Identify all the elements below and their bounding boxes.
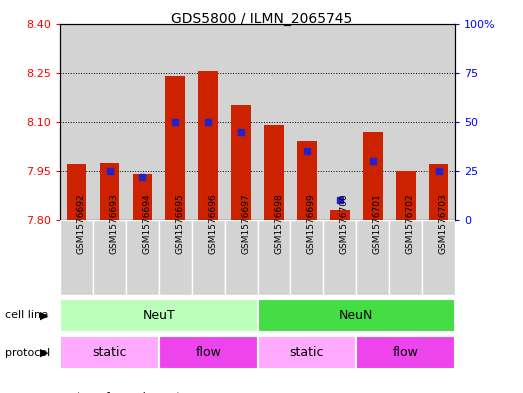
Bar [132, 174, 152, 220]
Text: ■: ■ [65, 390, 77, 393]
FancyBboxPatch shape [225, 220, 257, 295]
FancyBboxPatch shape [257, 220, 290, 295]
FancyBboxPatch shape [422, 220, 455, 295]
Bar [323, 24, 356, 220]
FancyBboxPatch shape [356, 336, 455, 369]
Text: GSM1576699: GSM1576699 [307, 193, 316, 254]
Bar [126, 24, 159, 220]
Bar [67, 164, 86, 220]
Text: static: static [290, 346, 324, 359]
Text: GSM1576693: GSM1576693 [109, 193, 119, 254]
Bar [60, 24, 93, 220]
FancyBboxPatch shape [159, 220, 192, 295]
Text: GDS5800 / ILMN_2065745: GDS5800 / ILMN_2065745 [171, 12, 352, 26]
Text: GSM1576701: GSM1576701 [373, 193, 382, 254]
Text: ▶: ▶ [40, 348, 49, 358]
FancyBboxPatch shape [126, 220, 159, 295]
Bar [429, 164, 448, 220]
Text: GSM1576696: GSM1576696 [208, 193, 217, 254]
FancyBboxPatch shape [257, 299, 455, 332]
Bar [257, 24, 290, 220]
FancyBboxPatch shape [323, 220, 356, 295]
Text: flow: flow [393, 346, 418, 359]
Text: transformed count: transformed count [77, 392, 181, 393]
Text: GSM1576698: GSM1576698 [274, 193, 283, 254]
Bar [100, 163, 119, 220]
Bar [264, 125, 284, 220]
Bar [165, 76, 185, 220]
Text: ▶: ▶ [40, 310, 49, 320]
Bar [93, 24, 126, 220]
Text: GSM1576697: GSM1576697 [241, 193, 250, 254]
FancyBboxPatch shape [60, 220, 93, 295]
FancyBboxPatch shape [60, 336, 159, 369]
Text: flow: flow [195, 346, 221, 359]
Text: GSM1576692: GSM1576692 [76, 193, 86, 254]
FancyBboxPatch shape [192, 220, 225, 295]
FancyBboxPatch shape [257, 336, 356, 369]
FancyBboxPatch shape [60, 299, 257, 332]
Bar [297, 141, 317, 220]
Bar [363, 132, 383, 220]
FancyBboxPatch shape [159, 336, 257, 369]
Text: NeuT: NeuT [142, 309, 175, 322]
Text: GSM1576695: GSM1576695 [175, 193, 184, 254]
Bar [330, 210, 350, 220]
Bar [422, 24, 455, 220]
Text: protocol: protocol [5, 348, 51, 358]
Text: GSM1576702: GSM1576702 [406, 193, 415, 254]
Bar [192, 24, 225, 220]
Bar [389, 24, 422, 220]
Bar [225, 24, 257, 220]
Bar [290, 24, 323, 220]
Bar [396, 171, 415, 220]
FancyBboxPatch shape [93, 220, 126, 295]
Bar [159, 24, 192, 220]
Text: static: static [92, 346, 127, 359]
Text: GSM1576694: GSM1576694 [142, 193, 152, 254]
Bar [356, 24, 389, 220]
FancyBboxPatch shape [356, 220, 389, 295]
Bar [231, 105, 251, 220]
Text: GSM1576703: GSM1576703 [439, 193, 448, 254]
FancyBboxPatch shape [290, 220, 323, 295]
FancyBboxPatch shape [389, 220, 422, 295]
Text: cell line: cell line [5, 310, 48, 320]
Text: NeuN: NeuN [339, 309, 373, 322]
Text: GSM1576700: GSM1576700 [340, 193, 349, 254]
Bar [198, 71, 218, 220]
